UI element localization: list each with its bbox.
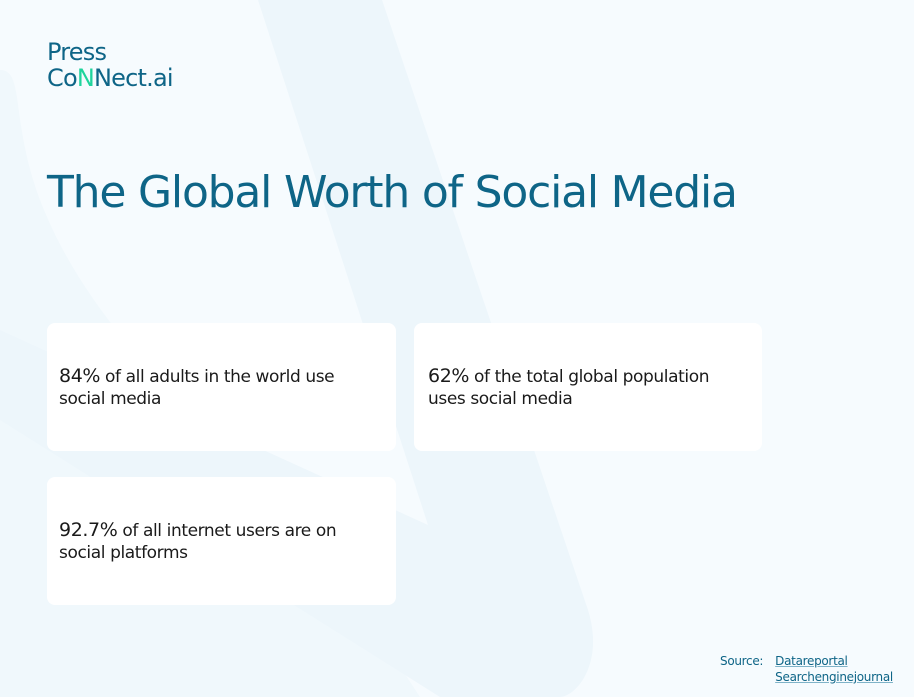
source-attribution: Source: Datareportal Searchenginejournal bbox=[720, 653, 893, 685]
source-link-searchenginejournal[interactable]: Searchenginejournal bbox=[775, 670, 893, 684]
stat-value: 62% bbox=[428, 364, 470, 387]
stat-value: 92.7% bbox=[59, 518, 118, 541]
page-title: The Global Worth of Social Media bbox=[47, 167, 738, 218]
pressconnect-logo: Press CoNNect.ai bbox=[47, 38, 174, 92]
source-link-datareportal[interactable]: Datareportal bbox=[775, 654, 848, 668]
logo-text: Co bbox=[47, 64, 78, 92]
source-links: Datareportal Searchenginejournal bbox=[775, 653, 893, 685]
stat-card-population: 62% of the total global population uses … bbox=[414, 323, 762, 451]
background-band-shape bbox=[0, 0, 593, 697]
stat-description: of the total global population uses soci… bbox=[428, 366, 710, 409]
stat-description: of all adults in the world use social me… bbox=[59, 366, 335, 409]
logo-text: Nect.ai bbox=[94, 64, 174, 92]
stat-value: 84% bbox=[59, 364, 101, 387]
stat-card-adults: 84% of all adults in the world use socia… bbox=[47, 323, 396, 451]
source-label: Source: bbox=[720, 654, 764, 668]
stat-card-internet-users: 92.7% of all internet users are on socia… bbox=[47, 477, 396, 605]
logo-line-press: Press bbox=[47, 38, 107, 66]
stat-text: 92.7% of all internet users are on socia… bbox=[59, 519, 384, 564]
stat-text: 84% of all adults in the world use socia… bbox=[59, 365, 384, 410]
logo-accent-n: N bbox=[76, 64, 95, 92]
stat-text: 62% of the total global population uses … bbox=[428, 365, 750, 410]
stat-description: of all internet users are on social plat… bbox=[59, 520, 337, 563]
logo-line-connect: CoNNect.ai bbox=[47, 64, 174, 92]
